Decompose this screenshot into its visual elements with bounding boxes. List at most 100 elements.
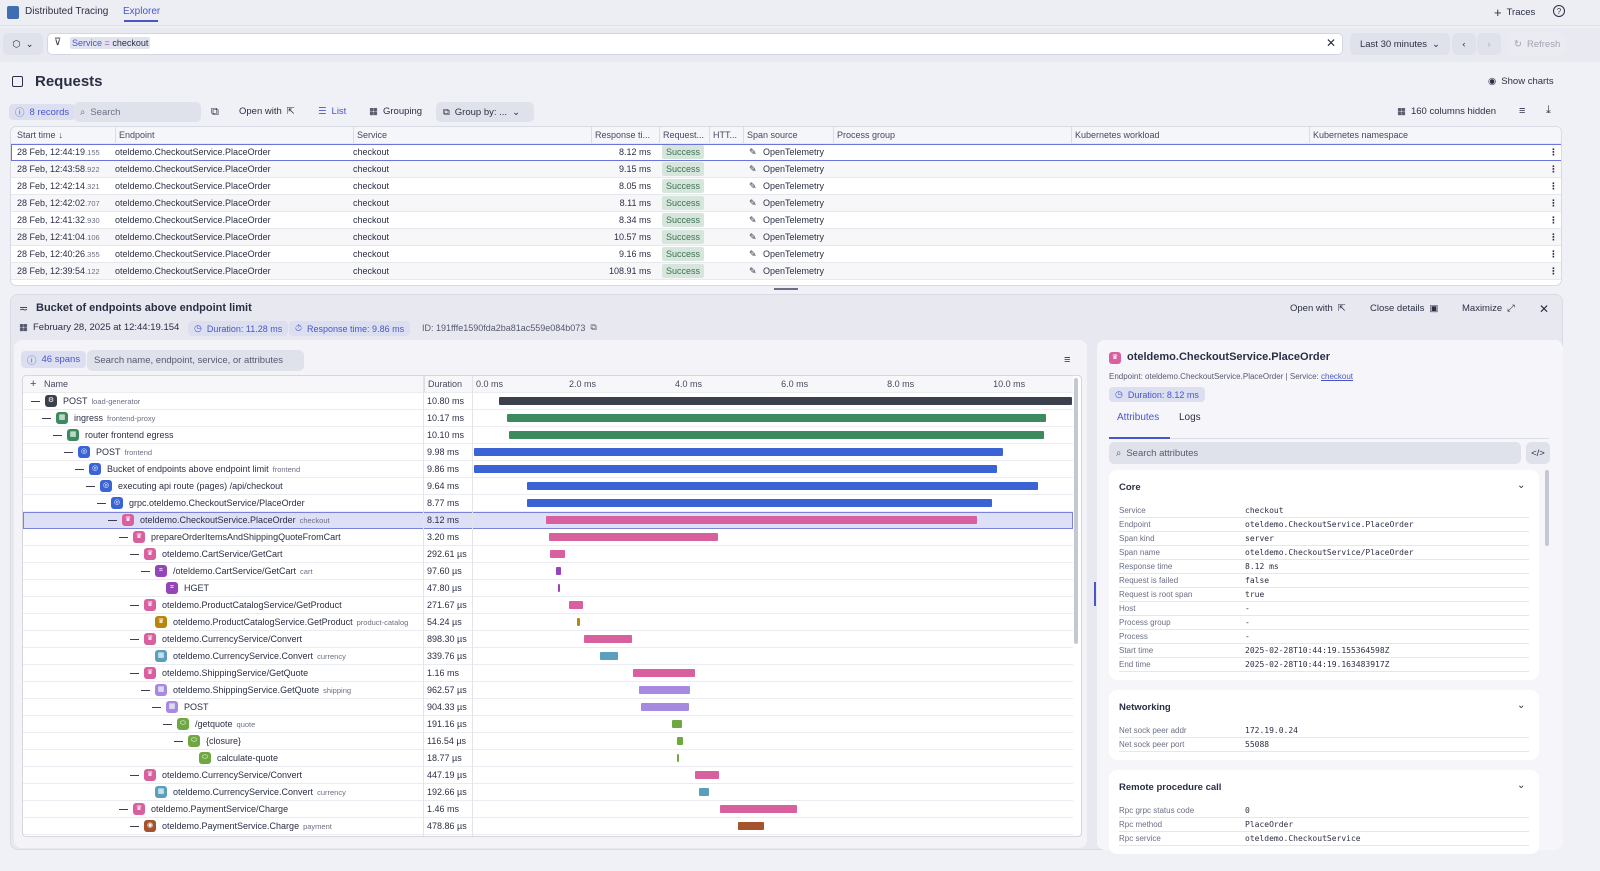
table-row[interactable]: 28 Feb, 12:43:58.922 oteldemo.CheckoutSer… <box>11 161 1561 178</box>
span-bar[interactable] <box>509 431 1045 439</box>
span-row[interactable]: ⬭ calculate-quote 18.77 µs <box>23 750 1073 767</box>
span-bar[interactable] <box>546 516 977 524</box>
chevron-down-icon[interactable]: ⌄ <box>1517 780 1526 791</box>
row-menu-icon[interactable]: ⋮ <box>1549 147 1558 157</box>
name-column-header[interactable]: Name <box>44 379 69 389</box>
span-row[interactable]: — ⚙ POST load-generator 10.80 ms <box>23 393 1073 410</box>
attribute-search-input[interactable]: ⌕ Search attributes <box>1109 442 1521 464</box>
collapse-icon[interactable]: — <box>97 498 106 508</box>
copy-icon[interactable]: ⧉ <box>211 106 219 118</box>
span-bar[interactable] <box>638 686 690 694</box>
row-menu-icon[interactable]: ⋮ <box>1549 164 1558 174</box>
span-bar[interactable] <box>474 448 1004 456</box>
span-bar[interactable] <box>548 533 719 541</box>
span-bar[interactable] <box>600 652 619 660</box>
span-bar[interactable] <box>677 737 684 745</box>
timeframe-forward-button[interactable]: › <box>1477 33 1501 55</box>
span-bar[interactable] <box>583 635 632 643</box>
span-row[interactable]: — ◉ oteldemo.PaymentService.Charge payment 4… <box>23 818 1073 835</box>
collapse-icon[interactable]: — <box>130 600 139 610</box>
refresh-button[interactable]: ↻ Refresh <box>1508 33 1567 55</box>
span-bar[interactable] <box>506 414 1047 422</box>
span-row[interactable]: — ▦ ingress frontend-proxy 10.17 ms <box>23 410 1073 427</box>
copy-icon[interactable]: ⧉ <box>590 322 597 332</box>
row-menu-icon[interactable]: ⋮ <box>1549 215 1558 225</box>
table-row[interactable]: 28 Feb, 12:41:32.930 oteldemo.CheckoutSer… <box>11 212 1561 229</box>
span-row[interactable]: — ♛ oteldemo.CheckoutService.PlaceOrder che… <box>23 512 1073 529</box>
collapse-icon[interactable]: — <box>174 736 183 746</box>
span-bar[interactable] <box>641 703 689 711</box>
duration-column-header[interactable]: Duration <box>424 376 462 392</box>
span-bar[interactable] <box>556 567 562 575</box>
table-row[interactable]: 28 Feb, 12:42:14.321 oteldemo.CheckoutSer… <box>11 178 1561 195</box>
collapse-icon[interactable]: — <box>119 532 128 542</box>
help-icon[interactable]: ? <box>1553 5 1565 17</box>
span-row[interactable]: ▦ oteldemo.CurrencyService.Convert currenc… <box>23 648 1073 665</box>
records-search-input[interactable]: ⌕ Search <box>74 102 201 122</box>
span-row[interactable]: — ◎ executing api route (pages) /api/check… <box>23 478 1073 495</box>
span-row[interactable]: ♛ oteldemo.ProductCatalogService.GetProdu… <box>23 614 1073 631</box>
column-header[interactable]: Kubernetes namespace <box>1309 127 1408 143</box>
span-bar[interactable] <box>557 584 561 592</box>
span-bar[interactable] <box>568 601 584 609</box>
collapse-icon[interactable]: — <box>130 634 139 644</box>
resize-handle[interactable] <box>774 288 798 290</box>
chevron-down-icon[interactable]: ⌄ <box>1517 480 1526 491</box>
span-search-input[interactable]: Search name, endpoint, service, or attri… <box>87 350 304 371</box>
span-row[interactable]: ⌗ HGET 47.80 µs <box>23 580 1073 597</box>
span-bar[interactable] <box>576 618 580 626</box>
collapse-icon[interactable]: — <box>130 549 139 559</box>
span-bar[interactable] <box>527 482 1039 490</box>
span-bar[interactable] <box>738 822 764 830</box>
span-row[interactable]: — ♛ oteldemo.PaymentService/Charge 1.46 ms <box>23 801 1073 818</box>
span-row[interactable]: — ♛ oteldemo.ProductCatalogService/GetProd… <box>23 597 1073 614</box>
collapse-icon[interactable]: — <box>86 481 95 491</box>
expand-all-icon[interactable]: + <box>30 378 37 390</box>
collapse-icon[interactable]: — <box>163 719 172 729</box>
list-view-button[interactable]: ☰ List <box>318 106 347 117</box>
collapse-icon[interactable]: — <box>130 821 139 831</box>
span-row[interactable]: — ▦ router frontend egress 10.10 ms <box>23 427 1073 444</box>
table-row[interactable]: 28 Feb, 12:41:04.106 oteldemo.CheckoutSer… <box>11 229 1561 246</box>
collapse-icon[interactable]: — <box>130 668 139 678</box>
tab-explorer[interactable]: Explorer <box>123 6 161 17</box>
row-menu-icon[interactable]: ⋮ <box>1549 181 1558 191</box>
collapse-icon[interactable]: — <box>53 430 62 440</box>
column-header[interactable]: HTT... <box>709 127 737 143</box>
column-header[interactable]: Endpoint <box>115 127 155 143</box>
waterfall-scrollbar[interactable] <box>1074 378 1078 644</box>
collapse-icon[interactable]: — <box>119 804 128 814</box>
column-header[interactable]: Service <box>353 127 387 143</box>
span-row[interactable]: ▦ oteldemo.CurrencyService.Convert currenc… <box>23 784 1073 801</box>
timeframe-back-button[interactable]: ‹ <box>1452 33 1476 55</box>
collapse-icon[interactable]: — <box>31 396 40 406</box>
span-bar[interactable] <box>720 805 798 813</box>
span-row[interactable]: — ◎ POST frontend 9.98 ms <box>23 444 1073 461</box>
span-bar[interactable] <box>677 754 680 762</box>
tab-logs[interactable]: Logs <box>1179 412 1201 423</box>
column-header[interactable]: Span source <box>743 127 798 143</box>
wrap-icon[interactable]: ≡ <box>1064 354 1071 366</box>
chevron-down-icon[interactable]: ⌄ <box>1517 700 1526 711</box>
wrap-lines-icon[interactable]: ≡ <box>1519 105 1526 117</box>
span-row[interactable]: — ♛ oteldemo.ShippingService/GetQuote 1.16 … <box>23 665 1073 682</box>
table-row[interactable]: 28 Feb, 12:44:19.155 oteldemo.CheckoutSer… <box>11 144 1561 161</box>
details-scrollbar[interactable] <box>1545 470 1549 546</box>
row-menu-icon[interactable]: ⋮ <box>1549 198 1558 208</box>
clear-filter-icon[interactable]: ✕ <box>1325 36 1336 50</box>
collapse-icon[interactable]: — <box>108 515 117 525</box>
span-row[interactable]: — ⌗ /oteldemo.CartService/GetCart cart 97.60… <box>23 563 1073 580</box>
span-row[interactable]: — ♛ prepareOrderItemsAndShippingQuoteFromC… <box>23 529 1073 546</box>
group-by-dropdown[interactable]: ⧉ Group by: ... ⌄ <box>436 102 534 122</box>
collapse-icon[interactable]: — <box>42 413 51 423</box>
table-row[interactable]: 28 Feb, 12:40:26.355 oteldemo.CheckoutSer… <box>11 246 1561 263</box>
maximize-button[interactable]: Maximize ⤢ <box>1462 303 1515 314</box>
span-row[interactable]: ◉charge243.48 µs <box>23 835 1073 836</box>
open-with-button[interactable]: Open with ⇱ <box>239 106 295 117</box>
service-link[interactable]: checkout <box>1321 372 1354 381</box>
column-header[interactable]: Response ti... <box>591 127 650 143</box>
new-traces-button[interactable]: + Traces <box>1494 5 1536 20</box>
row-menu-icon[interactable]: ⋮ <box>1549 249 1558 259</box>
row-menu-icon[interactable]: ⋮ <box>1549 266 1558 276</box>
span-bar[interactable] <box>498 397 1072 405</box>
